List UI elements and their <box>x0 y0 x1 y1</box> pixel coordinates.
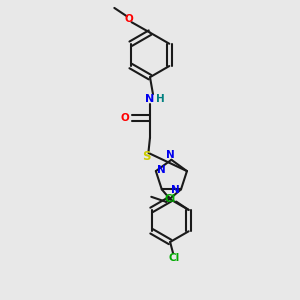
Text: H: H <box>156 94 165 104</box>
Text: N: N <box>157 165 166 175</box>
Text: O: O <box>124 14 133 24</box>
Text: N: N <box>171 185 179 195</box>
Text: N: N <box>146 94 154 104</box>
Text: O: O <box>120 113 129 123</box>
Text: N: N <box>167 150 175 160</box>
Text: S: S <box>142 150 151 163</box>
Text: Cl: Cl <box>165 194 176 204</box>
Text: Cl: Cl <box>169 253 180 263</box>
